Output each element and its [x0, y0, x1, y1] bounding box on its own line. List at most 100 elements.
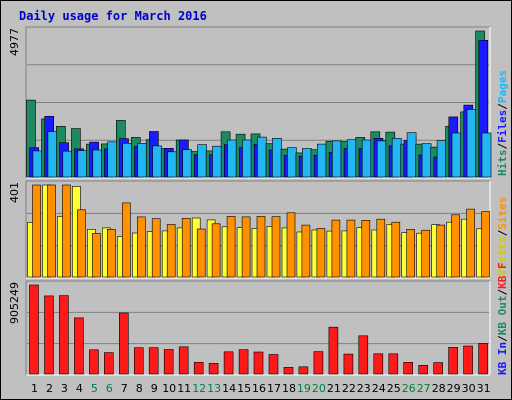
bar-pages-day-3 — [62, 150, 73, 178]
x-tick-label-7: 7 — [121, 382, 128, 395]
bar-pages-day-24 — [376, 140, 387, 178]
bar-sites-day-16 — [256, 216, 266, 278]
bar-pages-day-20 — [316, 143, 327, 178]
bar-kb-f-day-10 — [163, 349, 174, 375]
bar-kb-f-day-14 — [223, 351, 234, 375]
x-tick-label-24: 24 — [372, 382, 386, 395]
bar-sites-day-4 — [77, 209, 86, 278]
x-tick-label-21: 21 — [327, 382, 341, 395]
bar-kb-f-day-11 — [178, 346, 189, 375]
bar-pages-day-2 — [47, 131, 58, 178]
bar-pages-day-25 — [391, 138, 402, 178]
bar-pages-day-1 — [32, 150, 43, 178]
bar-kb-f-day-9 — [148, 347, 159, 375]
bar-kb-f-day-28 — [433, 362, 444, 375]
bar-kb-f-day-22 — [343, 353, 354, 375]
x-tick-label-23: 23 — [357, 382, 371, 395]
bar-sites-day-26 — [406, 229, 416, 278]
x-tick-label-8: 8 — [136, 382, 143, 395]
bar-kb-f-day-23 — [358, 335, 369, 375]
bar-pages-day-21 — [331, 140, 342, 178]
x-tick-label-26: 26 — [402, 382, 416, 395]
legend-entry-files: Files — [496, 110, 509, 143]
bar-pages-day-16 — [257, 136, 267, 178]
bar-pages-day-23 — [361, 139, 372, 178]
x-tick-label-4: 4 — [76, 382, 83, 395]
bar-pages-day-11 — [182, 149, 192, 178]
bar-kb-f-day-2 — [44, 295, 54, 375]
bar-kb-f-day-16 — [253, 351, 264, 375]
x-tick-label-17: 17 — [267, 382, 281, 395]
bar-pages-day-19 — [301, 148, 312, 178]
bar-sites-day-18 — [286, 212, 296, 278]
bar-sites-day-20 — [316, 228, 326, 278]
bar-pages-day-17 — [272, 138, 282, 178]
x-tick-label-13: 13 — [207, 382, 221, 395]
x-tick-label-6: 6 — [106, 382, 113, 395]
bar-sites-day-5 — [92, 233, 101, 278]
panel-1: 4977 — [8, 26, 492, 179]
legend-separator: / — [496, 229, 509, 236]
legend-entry-pages: Pages — [496, 70, 509, 103]
x-tick-label-10: 10 — [162, 382, 176, 395]
legend-block-1: Hits/Files/Pages — [496, 70, 509, 176]
bar-pages-day-6 — [107, 141, 117, 178]
legend-separator: / — [496, 103, 509, 110]
chart-panels: 4977 401 905249 — [8, 26, 492, 376]
bar-sites-day-15 — [241, 216, 251, 278]
bar-pages-day-27 — [421, 143, 432, 178]
bar-sites-day-2 — [47, 184, 56, 278]
bar-kb-f-day-15 — [238, 349, 249, 375]
legend-entry-hits: Hits — [496, 150, 509, 177]
panel-3: 905249 — [8, 280, 491, 376]
legend-entry-kb-out: KB Out — [496, 296, 509, 336]
bar-sites-day-24 — [376, 218, 386, 278]
legend-separator: / — [496, 289, 509, 296]
bar-pages-day-30 — [466, 109, 477, 178]
bar-pages-day-10 — [167, 151, 177, 178]
bar-sites-day-8 — [137, 216, 146, 278]
bar-sites-day-9 — [151, 218, 161, 278]
bar-sites-day-21 — [331, 219, 341, 278]
bar-sites-day-30 — [466, 208, 475, 278]
bar-pages-day-28 — [436, 140, 447, 178]
bar-kb-f-day-18 — [283, 366, 294, 375]
legend-separator: / — [496, 335, 509, 342]
legend-entry-sites: Sites — [496, 197, 509, 230]
bar-sites-day-10 — [166, 224, 176, 278]
bar-sites-day-7 — [122, 202, 131, 278]
bar-kb-f-day-12 — [193, 361, 204, 375]
bar-sites-day-13 — [211, 223, 221, 278]
x-tick-label-22: 22 — [342, 382, 356, 395]
y-max-label: 401 — [8, 182, 21, 203]
bar-kb-f-day-7 — [119, 312, 129, 375]
y-max-label: 905249 — [8, 282, 21, 324]
bar-pages-day-18 — [287, 147, 297, 178]
bar-pages-day-31 — [481, 132, 492, 178]
x-tick-label-9: 9 — [151, 382, 158, 395]
bar-sites-day-22 — [346, 219, 356, 278]
bar-kb-f-day-5 — [89, 349, 99, 375]
bar-kb-f-day-31 — [478, 343, 488, 375]
x-tick-label-28: 28 — [432, 382, 446, 395]
bar-sites-day-12 — [196, 228, 206, 278]
bar-kb-f-day-19 — [298, 366, 309, 375]
legend-entry-visits: Visits — [496, 236, 509, 276]
bar-pages-day-13 — [212, 145, 222, 178]
bar-pages-day-22 — [346, 139, 357, 178]
bar-sites-day-27 — [421, 229, 431, 278]
x-axis-tick-labels: 1 2 3 4 5 6 7 8 9 10 11 12 13 14 15 16 17 18 19 20 21 22 23 24 2… — [31, 382, 491, 395]
bar-kb-f-day-3 — [59, 295, 69, 375]
x-tick-label-20: 20 — [312, 382, 326, 395]
bar-sites-day-1 — [32, 184, 41, 278]
bar-sites-day-23 — [361, 220, 371, 278]
bar-sites-day-11 — [181, 218, 191, 278]
x-tick-label-2: 2 — [46, 382, 53, 395]
x-tick-label-19: 19 — [297, 382, 311, 395]
x-tick-label-1: 1 — [31, 382, 38, 395]
bar-pages-day-4 — [77, 150, 88, 178]
bar-sites-day-29 — [451, 214, 460, 278]
legend-entry-kb-in: KB In — [496, 342, 509, 375]
x-tick-label-16: 16 — [252, 382, 266, 395]
